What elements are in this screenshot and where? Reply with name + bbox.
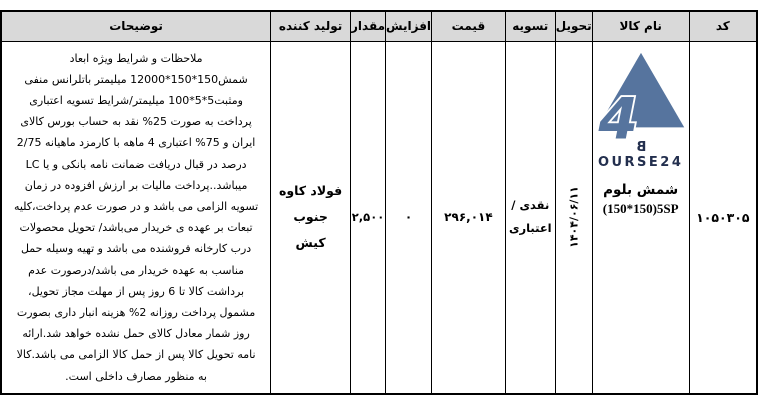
bourse24-triangle-icon: 2 4: [595, 52, 684, 144]
cell-quantity: ۲,۵۰۰: [349, 40, 387, 395]
delivery-date: ۱۴۰۴/۰۶/۱۱: [567, 186, 581, 249]
logo-triangle-shape: [597, 52, 684, 127]
product-spec: (150*150)5SP: [602, 200, 679, 216]
column-header-quantity: مقدار: [349, 10, 387, 42]
column-header-producer: تولید کننده: [270, 10, 351, 42]
table-row: ۱۰۵۰۳۰۵ 2 4 BOURSE24 شمش بلوم (150*150)5…: [0, 40, 758, 395]
logo-digit-4: 4: [597, 86, 638, 144]
header-row: کد نام کالا تحویل تسویه قیمت افزایش مقدا…: [0, 10, 758, 42]
column-header-settlement: تسویه: [504, 10, 556, 42]
column-header-price: قیمت: [431, 10, 506, 42]
cell-delivery: ۱۴۰۴/۰۶/۱۱: [554, 40, 593, 395]
column-header-product: نام کالا: [591, 10, 690, 42]
product-name: شمش بلوم: [603, 181, 679, 198]
column-header-code: کد: [688, 10, 758, 42]
cell-increase: ۰: [385, 40, 433, 395]
cell-producer: فولاد کاوه جنوب کیش: [270, 40, 351, 395]
cell-price: ۲۹۶,۰۱۴: [431, 40, 506, 395]
column-header-increase: افزایش: [385, 10, 433, 42]
cell-settlement: نقدی / اعتباری: [504, 40, 556, 395]
cell-product: 2 4 BOURSE24 شمش بلوم (150*150)5SP: [591, 40, 690, 395]
bourse24-logo: 2 4 BOURSE24: [593, 50, 688, 170]
logo-digit-2: 2: [595, 69, 612, 135]
column-header-notes: توضیحات: [0, 10, 272, 42]
cell-notes: ملاحظات و شرایط ویژه ابعاد شمش150*150*12…: [0, 40, 272, 395]
cell-code: ۱۰۵۰۳۰۵: [688, 40, 758, 395]
bourse24-wordmark: BOURSE24: [597, 139, 684, 170]
commodity-offer-table: کد نام کالا تحویل تسویه قیمت افزایش مقدا…: [0, 10, 758, 395]
column-header-delivery: تحویل: [554, 10, 593, 42]
